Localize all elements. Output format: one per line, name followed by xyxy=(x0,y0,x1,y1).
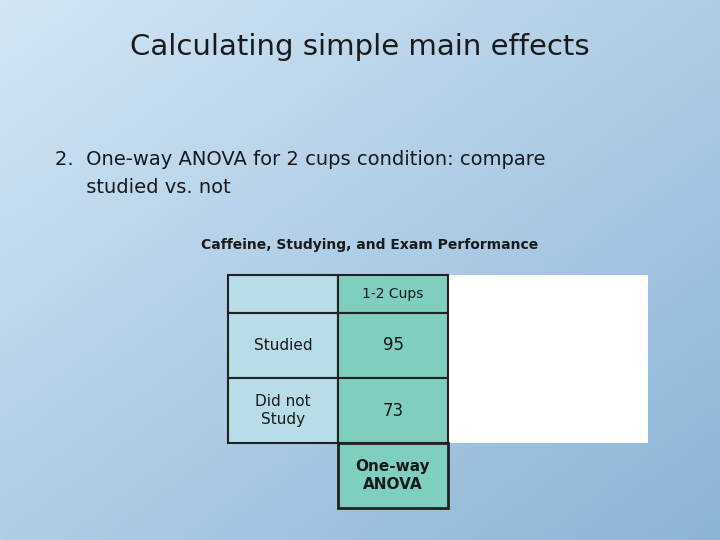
Text: 73: 73 xyxy=(382,402,404,420)
Text: 1-2 Cups: 1-2 Cups xyxy=(362,287,423,301)
Text: 95: 95 xyxy=(382,336,403,354)
Text: 2.  One-way ANOVA for 2 cups condition: compare
     studied vs. not: 2. One-way ANOVA for 2 cups condition: c… xyxy=(55,150,546,197)
Text: Caffeine, Studying, and Exam Performance: Caffeine, Studying, and Exam Performance xyxy=(202,238,539,252)
Bar xyxy=(338,378,448,443)
Bar xyxy=(338,313,448,378)
Bar xyxy=(228,313,338,378)
Bar xyxy=(338,443,448,508)
Bar xyxy=(228,378,338,443)
Text: Studied: Studied xyxy=(253,338,312,353)
Bar xyxy=(228,275,338,313)
Bar xyxy=(338,275,448,313)
Bar xyxy=(448,275,648,443)
Text: Did not
Study: Did not Study xyxy=(255,394,311,427)
Text: Calculating simple main effects: Calculating simple main effects xyxy=(130,33,590,61)
Text: One-way
ANOVA: One-way ANOVA xyxy=(356,460,431,492)
